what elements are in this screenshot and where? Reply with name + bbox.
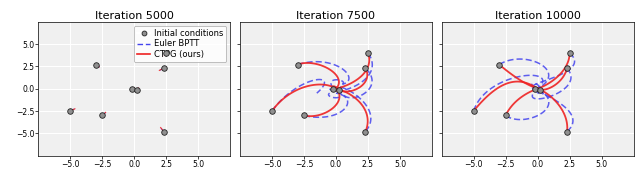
Legend: Initial conditions, Euler BPTT, CTPG (ours): Initial conditions, Euler BPTT, CTPG (ou… [134, 26, 226, 62]
Title: Iteration 7500: Iteration 7500 [296, 11, 376, 21]
Title: Iteration 5000: Iteration 5000 [95, 11, 174, 21]
Title: Iteration 10000: Iteration 10000 [495, 11, 580, 21]
